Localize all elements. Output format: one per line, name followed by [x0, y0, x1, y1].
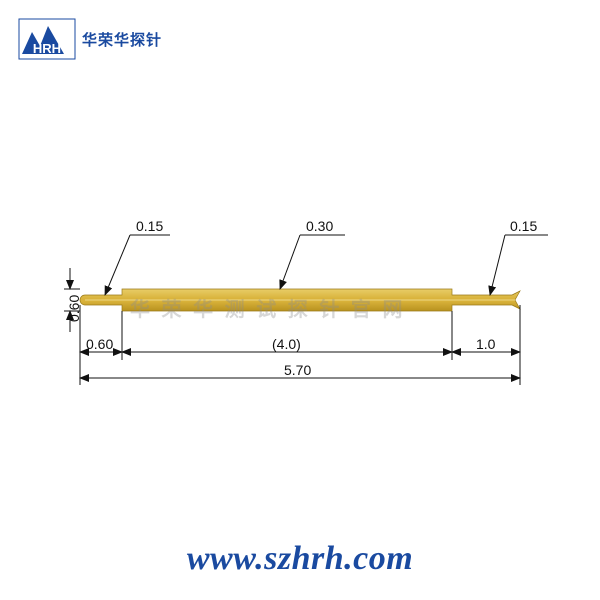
- probe-diagram: [0, 0, 600, 600]
- dim-body-len-label: (4.0): [272, 336, 301, 352]
- dim-right-dia-label: 0.15: [510, 218, 537, 234]
- dim-left-len-label: 0.60: [86, 336, 113, 352]
- dim-total-len-label: 5.70: [284, 362, 311, 378]
- top-diameter-leaders: [105, 235, 548, 295]
- dim-body-dia-label: 0.30: [306, 218, 333, 234]
- dim-left-dia-label: 0.15: [136, 218, 163, 234]
- dim-height-label: 0.60: [66, 295, 82, 322]
- dim-right-len-label: 1.0: [476, 336, 495, 352]
- probe-body: [80, 289, 520, 311]
- website-url: www.szhrh.com: [187, 540, 413, 578]
